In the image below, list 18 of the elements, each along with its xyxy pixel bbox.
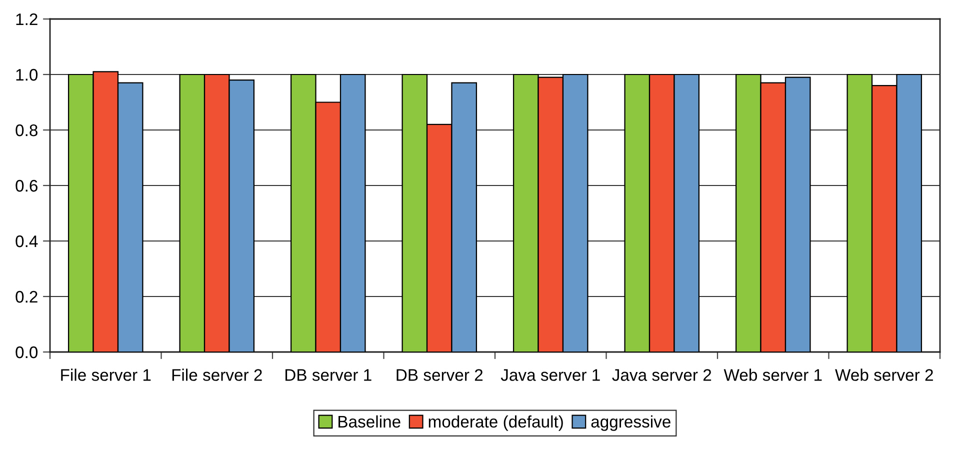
x-tick-label: Web server 1 [724, 368, 822, 381]
legend-label: moderate (default) [428, 415, 563, 431]
x-tick-label: File server 1 [61, 368, 151, 381]
x-tick-label: Java server 1 [500, 369, 600, 381]
y-tick-label: 0.0 [16, 346, 38, 358]
x-tick-label: File server 2 [172, 368, 262, 381]
x-tick-label: DB server 2 [396, 369, 483, 381]
y-tick-label: 1.0 [16, 68, 38, 81]
x-tick-label: Web server 2 [835, 368, 933, 381]
y-tick-label: 0.6 [16, 180, 38, 192]
legend-label: Baseline [338, 415, 400, 428]
y-tick-label: 0.8 [16, 124, 38, 136]
y-tick-label: 0.2 [16, 290, 38, 303]
x-tick-label: DB server 1 [286, 369, 372, 381]
legend-label: aggressive [591, 415, 670, 431]
y-tick-label: 0.4 [16, 235, 38, 248]
y-tick-label: 1.2 [16, 13, 38, 26]
x-tick-label: Java server 2 [612, 369, 712, 381]
